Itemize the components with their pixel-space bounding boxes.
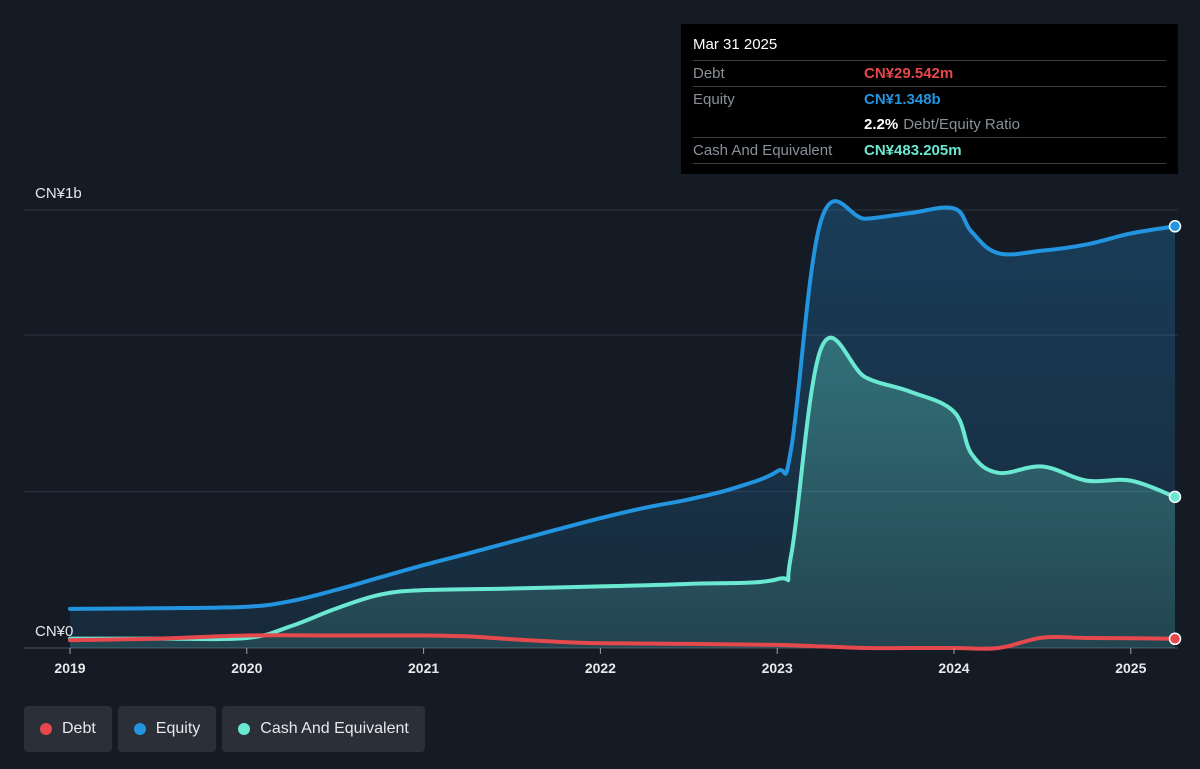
cash-line: [68, 335, 1177, 642]
legend-equity-label: Equity: [155, 720, 201, 737]
tooltip-equity-label: Equity: [693, 91, 735, 108]
tooltip-row-equity: Equity CN¥1.348b: [693, 86, 1166, 112]
x-tick-label: 2023: [762, 660, 793, 676]
tooltip-row-cash: Cash And Equivalent CN¥483.205m: [693, 137, 1166, 164]
cash-dot-icon: [238, 723, 251, 735]
legend-debt-label: Debt: [62, 720, 96, 737]
debt-dot-icon: [40, 723, 52, 735]
tooltip-cash-label: Cash And Equivalent: [693, 142, 833, 159]
cash-end-point: [1168, 490, 1182, 504]
x-tick-label: 2025: [1115, 660, 1146, 676]
chart-legend: Debt Equity Cash And Equivalent: [24, 706, 425, 752]
tooltip-debt-label: Debt: [693, 65, 725, 82]
debt-line: [68, 633, 1177, 651]
chart-areas: [70, 201, 1175, 648]
y-axis-label-top: CN¥1b: [35, 185, 82, 202]
x-tick-label: 2022: [585, 660, 616, 676]
chart-axes: CN¥1b CN¥0 2019 2020 2021 2022 2023 2024 2025: [35, 185, 1147, 676]
equity-dot-icon: [133, 723, 146, 735]
equity-line: [68, 199, 1177, 611]
tooltip-row-ratio: 2.2% Debt/Equity Ratio: [693, 112, 1166, 137]
legend-item-debt[interactable]: Debt: [24, 706, 112, 752]
hover-tooltip: Mar 31 2025 Debt CN¥29.542m Equity CN¥1.…: [681, 24, 1178, 174]
chart-end-markers: [1168, 220, 1182, 646]
legend-cash-label: Cash And Equivalent: [260, 720, 409, 737]
tooltip-debt-value: CN¥29.542m: [864, 65, 954, 82]
legend-item-cash[interactable]: Cash And Equivalent: [222, 706, 425, 752]
x-tick-label: 2021: [408, 660, 439, 676]
x-tick-label: 2019: [54, 660, 85, 676]
equity-end-point: [1168, 220, 1182, 233]
debt-end-point: [1168, 632, 1182, 646]
x-tick-label: 2024: [938, 660, 969, 676]
tooltip-cash-value: CN¥483.205m: [864, 142, 962, 159]
tooltip-equity-value: CN¥1.348b: [864, 91, 941, 108]
tooltip-row-debt: Debt CN¥29.542m: [693, 60, 1166, 86]
y-axis-label-zero: CN¥0: [35, 623, 73, 640]
tooltip-ratio-value: 2.2%: [864, 116, 899, 133]
legend-item-equity[interactable]: Equity: [117, 706, 217, 752]
tooltip-date: Mar 31 2025: [693, 36, 778, 53]
chart-lines: [68, 199, 1177, 651]
tooltip-ratio-label: Debt/Equity Ratio: [903, 116, 1020, 133]
cash-area: [70, 337, 1175, 648]
x-tick-label: 2020: [231, 660, 262, 676]
